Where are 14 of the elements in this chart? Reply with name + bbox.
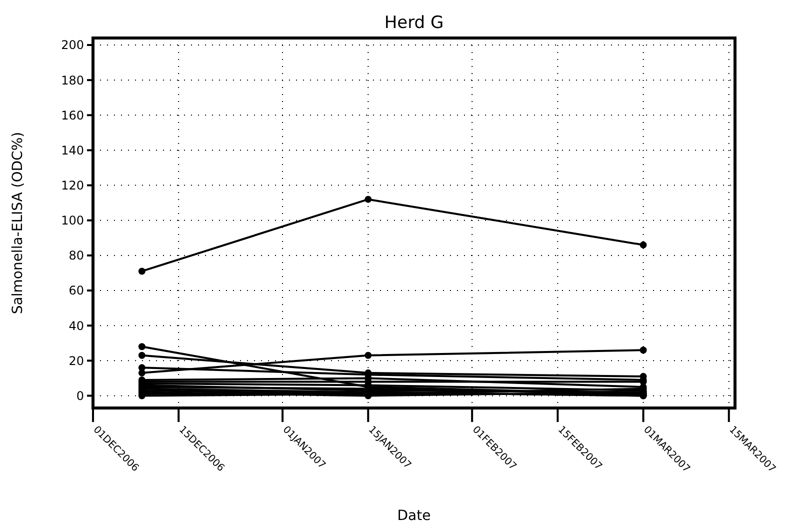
y-tick-label: 160: [61, 108, 84, 122]
y-tick-label: 60: [68, 284, 84, 298]
y-tick-label: 20: [68, 354, 84, 368]
y-tick-label: 180: [61, 73, 84, 88]
y-tick-label: 120: [61, 178, 84, 192]
y-tick-label: 140: [61, 143, 84, 158]
y-tick-label: 80: [68, 248, 84, 263]
y-axis-title: Salmonella-ELISA (ODC%): [10, 132, 26, 314]
y-tick-label: 200: [61, 38, 84, 52]
y-tick-label: 0: [76, 388, 84, 403]
x-axis-title: Date: [397, 508, 431, 524]
y-tick-label: 40: [68, 318, 84, 333]
chart-title: Herd G: [384, 13, 444, 33]
y-tick-label: 100: [61, 214, 84, 228]
